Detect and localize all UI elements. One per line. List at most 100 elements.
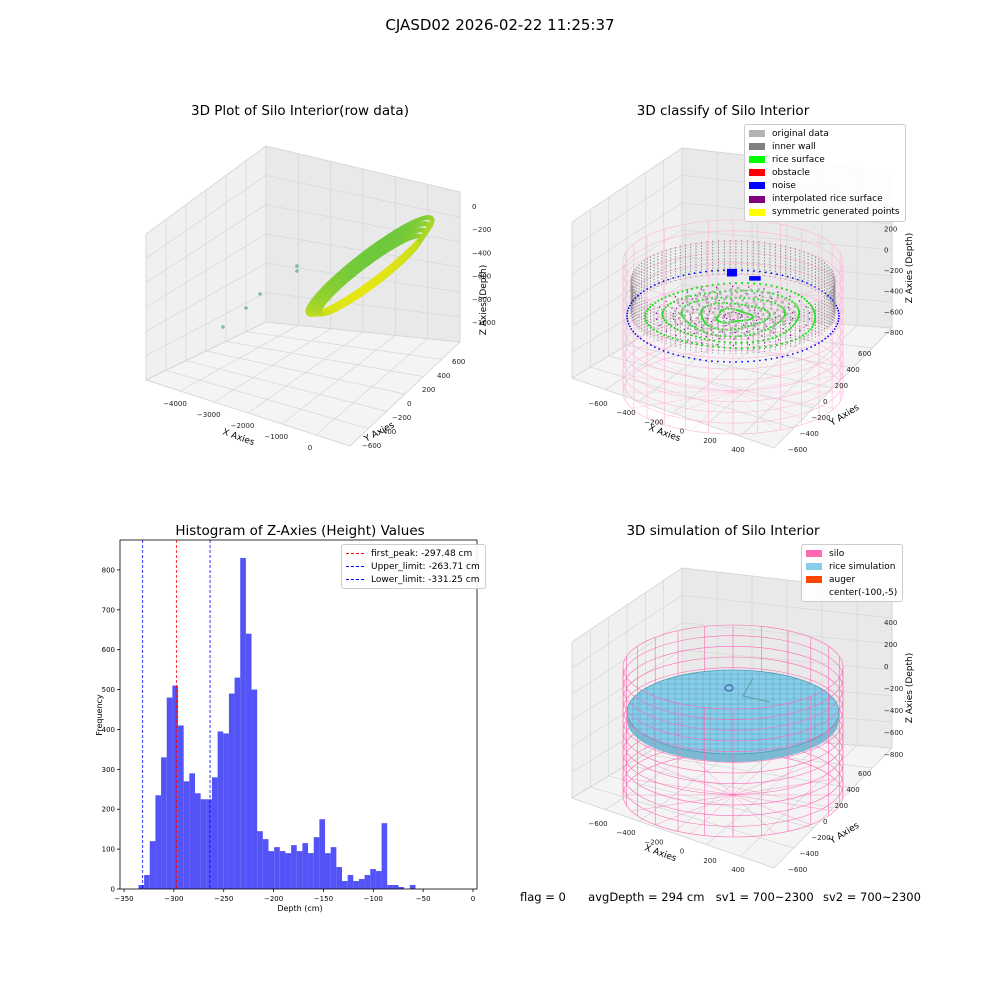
rice-surface-point: [768, 313, 771, 316]
y-tick-label: 700: [102, 606, 115, 614]
interpolated-point: [705, 335, 707, 338]
original-data-point: [741, 298, 745, 302]
rice-surface-point: [797, 310, 801, 313]
histogram-chart[interactable]: −350 −300 −250 −200 −150 −100 −50 0 0 100 200 300 40…: [80, 530, 490, 920]
original-data-point: [723, 289, 727, 293]
silo-spoke: [631, 778, 734, 796]
rice-surface-point: [797, 293, 800, 296]
histogram-bar: [336, 867, 342, 889]
original-data-point: [681, 307, 685, 311]
legend-swatch: [749, 169, 765, 177]
noise-point: [650, 344, 652, 346]
simulation-plot-title: 3D simulation of Silo Interior: [626, 523, 820, 539]
legend-label: obstacle: [772, 167, 810, 178]
rice-surface-point: [644, 314, 647, 318]
grid-line: [571, 567, 683, 643]
original-data-point: [730, 326, 734, 330]
rice-surface-point: [808, 302, 811, 305]
original-data-point: [736, 286, 740, 290]
rice-surface-point: [770, 345, 773, 348]
interpolated-point: [714, 308, 716, 310]
data-point: [295, 269, 299, 273]
interpolated-point: [701, 342, 703, 344]
histogram-bar: [211, 777, 218, 889]
simulation-3d-plot[interactable]: −600 −400 −200 0 200 400 600 400 200 0 −200 −400 −60…: [560, 550, 930, 880]
noise-point: [753, 270, 755, 272]
original-data-point: [705, 320, 709, 323]
interpolated-point: [748, 344, 751, 346]
rice-surface-point: [814, 317, 817, 320]
silo-spoke: [655, 391, 734, 422]
silo-spoke: [732, 794, 776, 834]
rice-surface-point: [792, 324, 795, 327]
noise-point: [632, 330, 635, 333]
noise-point: [626, 320, 629, 323]
noise-point: [764, 271, 767, 274]
rice-surface-point: [775, 285, 778, 288]
interpolated-point: [740, 314, 743, 316]
rice-surface-point: [649, 305, 652, 308]
rice-surface-point: [802, 334, 805, 337]
rice-surface-point: [719, 334, 722, 337]
rice-surface-point: [776, 321, 780, 324]
original-data-point: [711, 290, 714, 293]
interpolated-point: [675, 335, 677, 337]
original-data-point: [761, 295, 765, 298]
rice-surface-point: [762, 339, 765, 342]
histogram-bar: [155, 795, 162, 889]
original-data-point: [705, 295, 708, 299]
rice-surface-point: [672, 293, 675, 296]
original-data-point: [744, 322, 748, 325]
rice-surface-point: [790, 326, 793, 329]
data-point: [295, 264, 299, 268]
tick-label: 600: [452, 358, 465, 366]
original-data-point: [751, 334, 755, 337]
original-data-point: [704, 331, 707, 335]
interpolated-point: [740, 317, 742, 319]
noise-point: [758, 277, 761, 280]
interpolated-point: [748, 286, 750, 288]
legend-swatch: [749, 130, 765, 138]
rice-surface-point: [723, 341, 726, 344]
noise-point: [835, 325, 838, 328]
simulation-z-axis-label: Z Axies (Depth): [905, 653, 915, 724]
histogram-axes: −350 −300 −250 −200 −150 −100 −50 0 0 100 200 300 40…: [102, 539, 478, 903]
original-data-point: [783, 297, 787, 301]
tick-label: −600: [588, 820, 607, 828]
original-data-point: [782, 320, 785, 323]
silo-spoke: [631, 391, 734, 409]
original-data-point: [701, 305, 705, 309]
noise-point: [806, 282, 808, 284]
rice-surface-point: [650, 326, 653, 329]
simulation-legend: silo rice simulation auger center(-100,-5): [801, 544, 904, 603]
original-data-point: [731, 310, 735, 314]
tick-label: −600: [362, 442, 381, 450]
original-data-point: [753, 324, 757, 328]
original-data-point: [736, 301, 739, 305]
original-data-point: [730, 331, 734, 335]
rice-surface-point: [706, 284, 709, 287]
noise-point: [654, 284, 656, 286]
rice-surface-point: [811, 325, 814, 329]
rice-surface-point: [812, 308, 815, 311]
legend-entry: center(-100,-5): [806, 586, 897, 599]
noise-point: [723, 360, 725, 363]
interpolated-point: [665, 300, 667, 303]
original-data-point: [728, 315, 732, 318]
original-data-point: [748, 330, 751, 333]
interpolated-point: [690, 318, 692, 320]
rice-surface-point: [713, 291, 716, 294]
legend-label: symmetric generated points: [772, 207, 900, 218]
rice-surface-point: [645, 310, 648, 313]
histogram-x-axis-label: Depth (cm): [277, 904, 322, 913]
rice-surface-point: [814, 314, 817, 318]
grid-line: [740, 325, 858, 437]
original-data-point: [762, 306, 766, 310]
rice-surface-point: [798, 336, 801, 339]
legend-swatch: [749, 208, 765, 216]
raw-3d-plot[interactable]: −4000−3000−2000−100006004002000−200−400−…: [130, 130, 500, 470]
histogram-y-axis-label: Frequency: [95, 694, 104, 736]
rice-surface-point: [669, 302, 672, 305]
noise-point: [630, 328, 633, 330]
classify-axis-ticks: −600 −400 −200 0 200 400 600 400 200 0 −200 −400 −60…: [588, 205, 903, 454]
